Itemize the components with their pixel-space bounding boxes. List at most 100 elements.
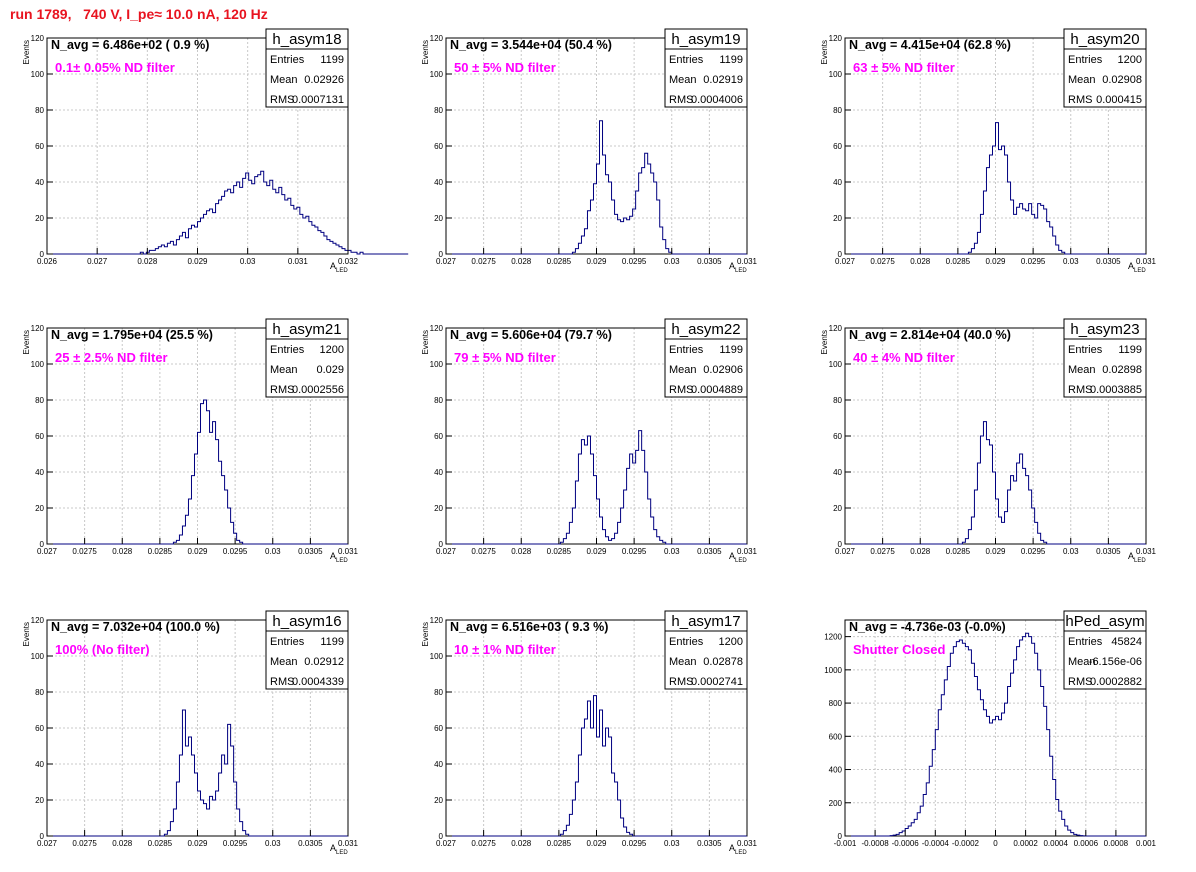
y-tick-label: 0 bbox=[439, 540, 444, 549]
y-axis-label: Events bbox=[22, 330, 31, 354]
y-tick-label: 120 bbox=[829, 34, 843, 43]
x-tick-label: 0.0305 bbox=[298, 839, 323, 848]
stats-label-entries: Entries bbox=[669, 636, 704, 648]
x-tick-label: 0.031 bbox=[338, 547, 359, 556]
panel-h_asym23: 0.027 0.0275 0.028 0.0285 0.029 0.0295 0.03 0.0… bbox=[820, 318, 1157, 564]
x-axis: 0.027 0.0275 0.028 0.0285 0.029 0.0295 0.03 0.0… bbox=[436, 248, 758, 266]
filter-annotation: 0.1± 0.05% ND filter bbox=[55, 60, 175, 75]
y-tick-label: 0 bbox=[439, 250, 444, 259]
filter-annotation: 63 ± 5% ND filter bbox=[853, 60, 955, 75]
x-axis-label-subscript: LED bbox=[1134, 558, 1146, 564]
stats-label-rms: RMS bbox=[669, 384, 693, 396]
y-tick-label: 60 bbox=[35, 142, 44, 151]
stats-box-frame bbox=[1063, 28, 1147, 108]
y-tick-label: 80 bbox=[434, 106, 443, 115]
stats-value-mean: 0.029 bbox=[316, 364, 344, 376]
y-tick-label: 20 bbox=[434, 214, 443, 223]
y-tick-label: 20 bbox=[35, 796, 44, 805]
stats-value-entries: 1200 bbox=[1118, 54, 1142, 66]
y-tick-label: 80 bbox=[434, 396, 443, 405]
y-tick-label: 40 bbox=[833, 178, 842, 187]
y-axis-label: Events bbox=[421, 330, 430, 354]
stats-value-rms: 0.0002741 bbox=[691, 676, 743, 688]
stats-box: h_asym22 Entries 1199 Mean 0.02906 RMS0.00048… bbox=[664, 318, 748, 398]
y-axis: 0 200 400 600 800 1000 1200 bbox=[824, 633, 851, 841]
x-tick-label: 0.0002 bbox=[1013, 839, 1038, 848]
y-tick-label: 20 bbox=[833, 504, 842, 513]
y-tick-label: 120 bbox=[430, 34, 444, 43]
x-tick-label: 0.0295 bbox=[1021, 257, 1046, 266]
y-axis-label: Events bbox=[421, 622, 430, 646]
stats-box: h_asym17 Entries 1200 Mean 0.02878 RMS0.00027… bbox=[664, 610, 748, 690]
stats-label-rms: RMS bbox=[270, 384, 294, 396]
x-tick-label: 0.0275 bbox=[471, 547, 496, 556]
y-axis-label: Events bbox=[820, 40, 829, 64]
y-axis-label: Events bbox=[820, 330, 829, 354]
stats-value-mean: 0.02908 bbox=[1102, 74, 1142, 86]
x-tick-label: 0.027 bbox=[835, 257, 856, 266]
stats-label-entries: Entries bbox=[1068, 344, 1103, 356]
y-axis-label: Events bbox=[421, 40, 430, 64]
x-axis-label-subscript: LED bbox=[735, 558, 747, 564]
stats-value-rms: 0.000415 bbox=[1096, 94, 1142, 106]
y-tick-label: 120 bbox=[430, 324, 444, 333]
x-tick-label: 0.028 bbox=[910, 257, 931, 266]
histogram-line bbox=[446, 695, 747, 837]
stats-label-mean: Mean bbox=[669, 74, 697, 86]
histogram-line bbox=[47, 709, 348, 837]
x-tick-label: 0.028 bbox=[137, 257, 158, 266]
y-tick-label: 100 bbox=[430, 652, 444, 661]
y-tick-label: 40 bbox=[35, 760, 44, 769]
stats-label-rms: RMS bbox=[1068, 676, 1092, 688]
y-tick-label: 120 bbox=[31, 616, 45, 625]
x-tick-label: 0.0305 bbox=[1096, 257, 1121, 266]
stats-box: h_asym16 Entries 1199 Mean 0.02912 RMS0.00043… bbox=[265, 610, 349, 690]
stats-value-rms: 0.0003885 bbox=[1090, 384, 1142, 396]
filter-annotation: 40 ± 4% ND filter bbox=[853, 350, 955, 365]
x-tick-label: 0.03 bbox=[1063, 257, 1079, 266]
stats-value-rms: 0.0004339 bbox=[292, 676, 344, 688]
stats-label-rms: RMS bbox=[270, 676, 294, 688]
y-tick-label: 0 bbox=[838, 832, 843, 841]
filter-annotation: 50 ± 5% ND filter bbox=[454, 60, 556, 75]
stats-box-frame bbox=[1063, 318, 1147, 398]
stats-label-mean: Mean bbox=[1068, 656, 1096, 668]
histogram-line bbox=[47, 170, 409, 255]
histogram-line bbox=[845, 632, 1146, 837]
x-tick-label: 0.027 bbox=[37, 839, 58, 848]
stats-value-entries: 1200 bbox=[719, 636, 743, 648]
x-tick-label: 0.028 bbox=[511, 547, 532, 556]
x-axis-label-subscript: LED bbox=[1134, 268, 1146, 274]
x-tick-label: 0.0008 bbox=[1104, 839, 1129, 848]
filter-annotation: 100% (No filter) bbox=[55, 642, 150, 657]
y-tick-label: 60 bbox=[434, 142, 443, 151]
stats-value-entries: 45824 bbox=[1111, 636, 1142, 648]
x-tick-label: 0.029 bbox=[586, 839, 607, 848]
y-tick-label: 40 bbox=[833, 468, 842, 477]
stats-value-mean: 0.02906 bbox=[703, 364, 743, 376]
stats-box-frame bbox=[1063, 610, 1147, 690]
x-tick-label: -0.0004 bbox=[922, 839, 950, 848]
y-tick-label: 60 bbox=[35, 724, 44, 733]
histogram-line bbox=[47, 399, 348, 545]
x-tick-label: 0.03 bbox=[265, 547, 281, 556]
x-axis-label-subscript: LED bbox=[336, 558, 348, 564]
y-tick-label: 800 bbox=[829, 699, 843, 708]
y-tick-label: 20 bbox=[35, 504, 44, 513]
y-tick-label: 120 bbox=[31, 34, 45, 43]
x-tick-label: 0.0285 bbox=[946, 257, 971, 266]
navg-label: N_avg = 4.415e+04 (62.8 %) bbox=[849, 38, 1011, 52]
x-tick-label: 0.0275 bbox=[471, 257, 496, 266]
y-tick-label: 100 bbox=[829, 360, 843, 369]
x-tick-label: 0.0006 bbox=[1074, 839, 1099, 848]
y-tick-label: 0 bbox=[40, 250, 45, 259]
y-tick-label: 120 bbox=[430, 616, 444, 625]
filter-annotation: Shutter Closed bbox=[853, 642, 946, 657]
x-tick-label: 0.03 bbox=[664, 547, 680, 556]
x-tick-label: 0.0285 bbox=[547, 547, 572, 556]
stats-label-entries: Entries bbox=[1068, 636, 1103, 648]
x-tick-label: -0.0006 bbox=[892, 839, 920, 848]
stats-box-title: h_asym20 bbox=[1070, 31, 1139, 48]
stats-label-mean: Mean bbox=[669, 656, 697, 668]
